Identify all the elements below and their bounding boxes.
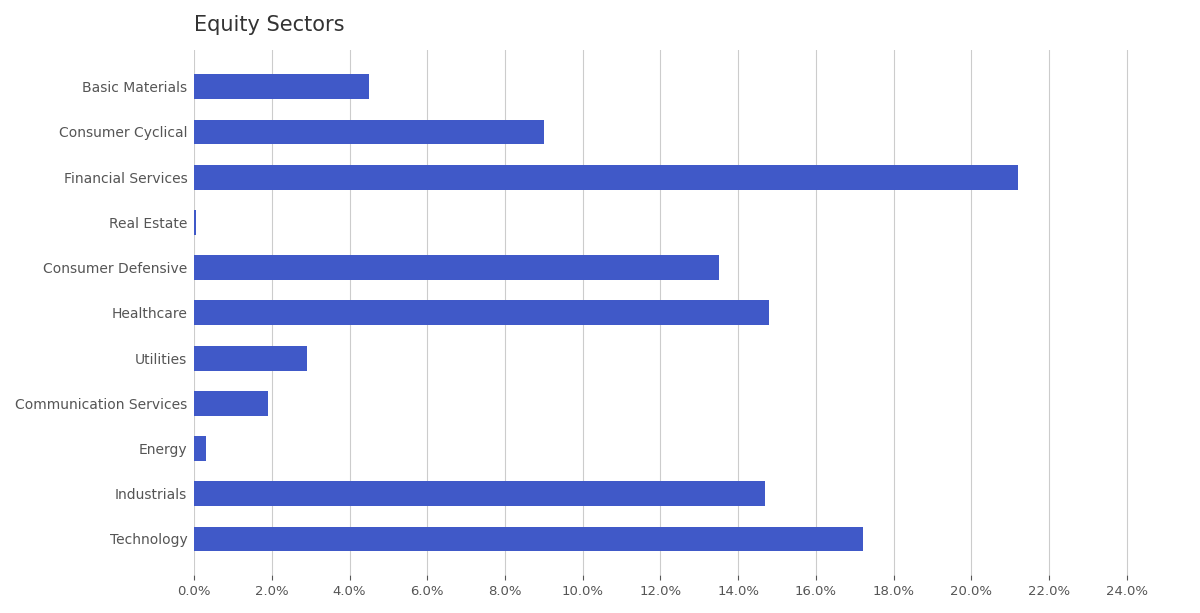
Text: Equity Sectors: Equity Sectors [194, 15, 344, 35]
Bar [194, 300, 769, 326]
Bar [194, 391, 268, 416]
Bar [194, 74, 370, 99]
Bar [194, 120, 544, 145]
Bar [194, 481, 766, 506]
Bar [194, 165, 1018, 189]
Bar [194, 527, 863, 552]
Bar [194, 346, 307, 370]
Bar [194, 210, 196, 235]
Bar [194, 255, 719, 280]
Bar [194, 436, 206, 461]
